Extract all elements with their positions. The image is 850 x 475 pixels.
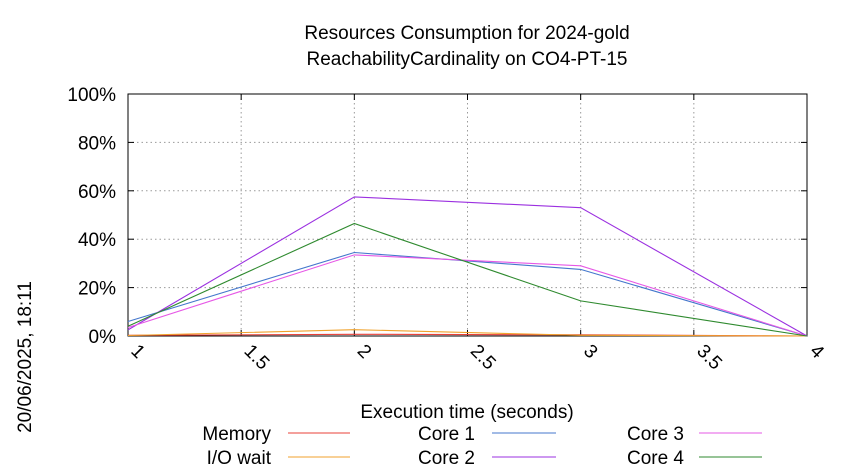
plot-border — [127, 93, 808, 337]
series-line-core-2 — [127, 196, 808, 337]
axes: 0% 20% 40% 60% 80% 100% 1 1.5 2 2.5 3 3.5 4 — [67, 85, 828, 374]
chart-title: Resources Consumption for 2024-gold — [304, 23, 629, 44]
series-line-core-4 — [127, 222, 808, 337]
x-tick-label: 1.5 — [240, 341, 274, 375]
x-tick-label: 3 — [579, 341, 601, 363]
legend-label: Core 3 — [627, 424, 684, 445]
y-tick-label: 20% — [78, 279, 116, 300]
y-tick-label: 40% — [78, 230, 116, 251]
legend-label: Core 1 — [418, 424, 475, 445]
legend-label: I/O wait — [207, 448, 272, 469]
x-tick-label: 4 — [805, 341, 828, 364]
y-tick-label: 60% — [78, 182, 116, 203]
y-tick-label: 0% — [89, 327, 117, 348]
chart-subtitle: ReachabilityCardinality on CO4-PT-15 — [306, 49, 627, 70]
x-tick-label: 2 — [353, 341, 375, 363]
x-tick-label: 1 — [126, 341, 148, 363]
legend-label: Memory — [202, 424, 271, 445]
series-line-core-1 — [127, 251, 808, 337]
grid — [128, 94, 807, 336]
legend-label: Core 4 — [627, 448, 684, 469]
y-tick-label: 80% — [78, 133, 116, 154]
legend-label: Core 2 — [418, 448, 475, 469]
x-axis-label: Execution time (seconds) — [360, 402, 573, 423]
x-tick-label: 2.5 — [466, 341, 500, 375]
x-tick-label: 3.5 — [692, 341, 726, 375]
legend: Memory I/O wait Core 1 Core 2 Core 3 Core 4 — [202, 424, 762, 469]
series-line-i-o-wait — [127, 329, 808, 337]
series-line-core-3 — [127, 254, 808, 337]
side-label: 20/06/2025, 18:11 — [15, 281, 36, 433]
series-lines — [127, 196, 808, 337]
y-tick-label: 100% — [67, 85, 116, 106]
